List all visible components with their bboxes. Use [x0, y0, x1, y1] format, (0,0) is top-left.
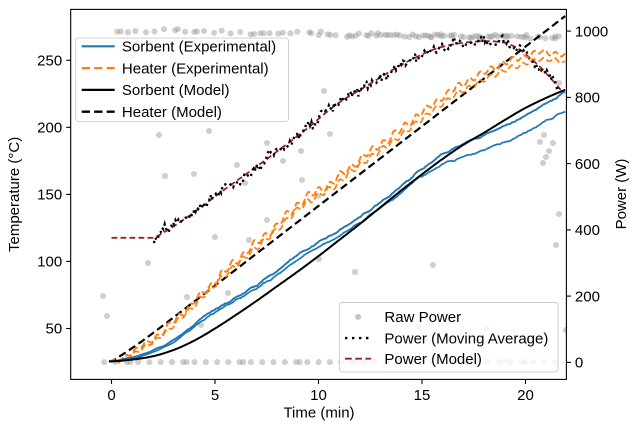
svg-text:Sorbent (Experimental): Sorbent (Experimental) — [122, 39, 276, 56]
svg-text:Power (Moving Average): Power (Moving Average) — [384, 330, 548, 347]
svg-text:0: 0 — [575, 355, 583, 372]
svg-text:800: 800 — [575, 90, 600, 107]
svg-text:20: 20 — [517, 387, 534, 404]
svg-text:400: 400 — [575, 222, 600, 239]
svg-text:200: 200 — [575, 288, 600, 305]
svg-text:Heater (Experimental): Heater (Experimental) — [122, 60, 269, 77]
svg-text:Heater (Model): Heater (Model) — [122, 104, 222, 121]
svg-text:Power (W): Power (W) — [613, 159, 630, 230]
svg-text:150: 150 — [37, 187, 62, 204]
svg-text:1000: 1000 — [575, 23, 608, 40]
svg-text:0: 0 — [107, 387, 115, 404]
svg-text:Sorbent (Model): Sorbent (Model) — [122, 82, 230, 99]
svg-text:100: 100 — [37, 254, 62, 271]
svg-text:Temperature (°C): Temperature (°C) — [6, 137, 23, 252]
svg-text:10: 10 — [310, 387, 327, 404]
svg-text:15: 15 — [414, 387, 431, 404]
svg-text:Power (Model): Power (Model) — [384, 351, 482, 368]
svg-text:5: 5 — [211, 387, 219, 404]
svg-text:Time (min): Time (min) — [283, 405, 354, 422]
svg-text:200: 200 — [37, 120, 62, 137]
svg-text:Raw Power: Raw Power — [384, 309, 461, 326]
svg-text:600: 600 — [575, 156, 600, 173]
svg-text:50: 50 — [46, 321, 63, 338]
svg-text:250: 250 — [37, 53, 62, 70]
